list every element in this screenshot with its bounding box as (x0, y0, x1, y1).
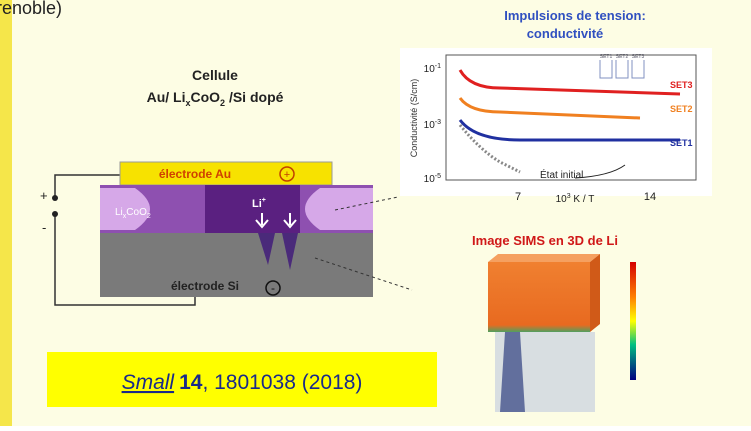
text: Li (252, 198, 262, 210)
superscript: -1 (435, 63, 441, 70)
source-minus: - (42, 220, 46, 235)
si-label: électrode Si (171, 279, 239, 293)
left-strip (0, 0, 12, 426)
text: 10 (424, 64, 436, 75)
text: Li (115, 207, 123, 218)
volume: 14 (179, 371, 203, 394)
inset-title: Impulsions de tension: (504, 8, 646, 23)
colorbar (630, 262, 636, 380)
li-region (305, 188, 373, 230)
curve-label: SET1 (670, 138, 693, 148)
text: CoO (126, 207, 147, 218)
cell-title: Cellule (192, 67, 238, 83)
superscript: -3 (435, 119, 441, 126)
text: 10 (424, 174, 436, 185)
text: 10 (556, 194, 568, 205)
terminal (52, 195, 58, 201)
sims-block-side (590, 254, 600, 332)
curve-label: État initial (540, 168, 583, 181)
source-plus: + (40, 188, 48, 203)
top-sign: + (284, 169, 290, 181)
sims-block (488, 262, 590, 332)
sims-block-top (488, 254, 600, 262)
header-text: renoble) (0, 0, 62, 18)
y-axis-label: Conductivité (S/cm) (409, 79, 419, 158)
x-axis-label: 103 K / T (556, 193, 595, 205)
figure: renoble) Cellule Au/ LixCoO2 /Si dopé + … (0, 0, 751, 426)
journal: Small (122, 371, 176, 394)
inset-title: conductivité (527, 26, 604, 41)
au-label: électrode Au (159, 167, 231, 181)
x-tick-label: 14 (644, 191, 656, 203)
curve-label: SET2 (670, 104, 693, 114)
pulse-label: SET2 (616, 54, 629, 60)
sims-title: Image SIMS en 3D de Li (472, 233, 618, 248)
superscript: + (262, 197, 266, 204)
text: CoO (190, 89, 220, 105)
x-tick-label: 7 (515, 191, 521, 203)
pulse-label: SET3 (632, 54, 645, 60)
subscript: 2 (147, 213, 151, 220)
text: /Si dopé (225, 89, 284, 105)
curve-label: SET3 (670, 80, 693, 90)
bottom-sign: - (271, 281, 275, 295)
text: Au/ Li (147, 89, 186, 105)
pulse-label: SET1 (600, 54, 613, 60)
text: K / T (571, 194, 595, 205)
text: 10 (424, 120, 436, 131)
terminal (52, 211, 58, 217)
reference: , 1801038 (2018) (202, 371, 362, 394)
superscript: -5 (435, 173, 441, 180)
